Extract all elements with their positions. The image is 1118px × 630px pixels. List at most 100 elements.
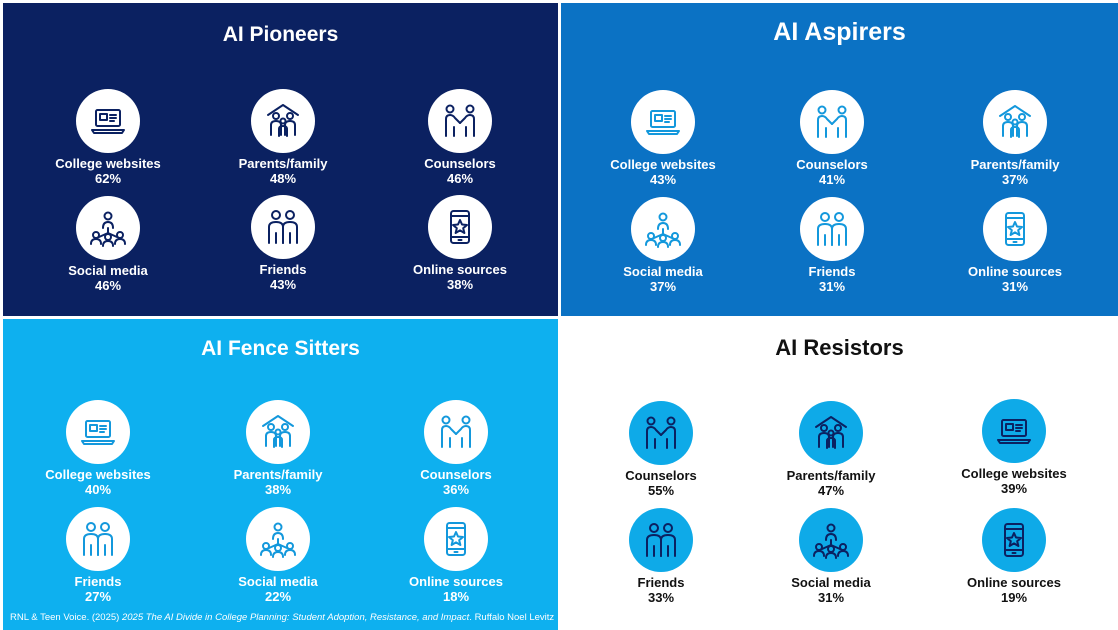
- source-percent: 31%: [818, 279, 846, 294]
- source-item: Parents/family 48%: [193, 89, 373, 186]
- source-percent: 47%: [817, 483, 845, 498]
- friends-icon: [641, 520, 681, 560]
- source-percent: 43%: [649, 172, 677, 187]
- quadrant-ai-fence-sitters: AI Fence Sitters College websites 40% Pa…: [3, 319, 558, 630]
- source-label: Online sources: [409, 574, 503, 589]
- phone-star-icon: [436, 519, 476, 559]
- source-percent: 43%: [269, 277, 297, 292]
- laptop-icon: [78, 412, 118, 452]
- source-item: Counselors 46%: [370, 89, 550, 186]
- friends-icon: [263, 207, 303, 247]
- source-percent: 41%: [818, 172, 846, 187]
- source-percent: 40%: [84, 482, 112, 497]
- source-percent: 36%: [442, 482, 470, 497]
- source-item: Counselors 41%: [742, 90, 922, 187]
- source-label: Online sources: [413, 262, 507, 277]
- source-label: Friends: [808, 264, 856, 279]
- source-item: Friends 43%: [193, 195, 373, 292]
- quadrant-title: AI Aspirers: [773, 18, 906, 46]
- citation-prefix: RNL & Teen Voice. (2025): [10, 612, 122, 623]
- source-percent: 22%: [264, 589, 292, 604]
- network-icon: [811, 520, 851, 560]
- source-percent: 62%: [94, 171, 122, 186]
- citation-suffix: . Ruffalo Noel Levitz.: [469, 612, 555, 623]
- source-percent: 27%: [84, 589, 112, 604]
- source-label: Counselors: [625, 468, 697, 483]
- source-percent: 38%: [446, 277, 474, 292]
- source-percent: 37%: [1001, 172, 1029, 187]
- source-label: Counselors: [796, 157, 868, 172]
- source-label: Parents/family: [970, 157, 1060, 172]
- phone-star-icon: [440, 207, 480, 247]
- source-label: College websites: [55, 156, 161, 171]
- source-label: Friends: [259, 262, 307, 277]
- source-item: Friends 31%: [742, 197, 922, 294]
- source-item: Online sources 31%: [925, 197, 1105, 294]
- source-citation: RNL & Teen Voice. (2025) 2025 The AI Div…: [10, 612, 555, 623]
- quadrant-ai-aspirers: AI Aspirers College websites 43% Counsel…: [561, 3, 1118, 316]
- source-item: Online sources 19%: [924, 508, 1104, 605]
- network-icon: [258, 519, 298, 559]
- source-item: Online sources 38%: [370, 195, 550, 292]
- laptop-icon: [994, 411, 1034, 451]
- source-percent: 38%: [264, 482, 292, 497]
- source-label: Friends: [74, 574, 122, 589]
- phone-star-icon: [995, 209, 1035, 249]
- quadrant-ai-pioneers: AI Pioneers College websites 62% Parents…: [3, 3, 558, 316]
- source-item: Counselors 36%: [366, 400, 546, 497]
- source-percent: 31%: [817, 590, 845, 605]
- source-label: Friends: [637, 575, 685, 590]
- phone-star-icon: [994, 520, 1034, 560]
- source-item: Social media 22%: [188, 507, 368, 604]
- source-label: Parents/family: [786, 468, 876, 483]
- source-label: Social media: [791, 575, 871, 590]
- handshake-icon: [641, 413, 681, 453]
- network-icon: [643, 209, 683, 249]
- source-percent: 39%: [1000, 481, 1028, 496]
- source-percent: 46%: [94, 278, 122, 293]
- source-percent: 33%: [647, 590, 675, 605]
- quadrant-title: AI Fence Sitters: [201, 337, 360, 360]
- handshake-icon: [436, 412, 476, 452]
- source-label: Counselors: [424, 156, 496, 171]
- laptop-icon: [88, 101, 128, 141]
- source-label: College websites: [961, 466, 1067, 481]
- quadrant-title: AI Pioneers: [222, 23, 339, 46]
- source-label: Parents/family: [233, 467, 323, 482]
- source-percent: 19%: [1000, 590, 1028, 605]
- source-label: Social media: [623, 264, 703, 279]
- source-item: College websites 62%: [18, 89, 198, 186]
- source-percent: 31%: [1001, 279, 1029, 294]
- quadrant-title: AI Resistors: [775, 335, 904, 360]
- network-icon: [88, 208, 128, 248]
- friends-icon: [812, 209, 852, 249]
- source-item: Counselors 55%: [571, 401, 751, 498]
- source-item: College websites 43%: [573, 90, 753, 187]
- source-item: Social media 31%: [741, 508, 921, 605]
- handshake-icon: [812, 102, 852, 142]
- source-item: Social media 37%: [573, 197, 753, 294]
- source-label: College websites: [610, 157, 716, 172]
- source-label: Parents/family: [238, 156, 328, 171]
- source-label: Social media: [238, 574, 318, 589]
- family-house-icon: [811, 413, 851, 453]
- family-house-icon: [263, 101, 303, 141]
- source-percent: 48%: [269, 171, 297, 186]
- source-item: Friends 27%: [8, 507, 188, 604]
- source-label: Counselors: [420, 467, 492, 482]
- source-percent: 18%: [442, 589, 470, 604]
- source-item: Parents/family 38%: [188, 400, 368, 497]
- citation-title: 2025 The AI Divide in College Planning: …: [121, 612, 470, 623]
- source-percent: 55%: [647, 483, 675, 498]
- source-percent: 46%: [446, 171, 474, 186]
- source-percent: 37%: [649, 279, 677, 294]
- source-label: College websites: [45, 467, 151, 482]
- friends-icon: [78, 519, 118, 559]
- source-item: College websites 40%: [8, 400, 188, 497]
- source-item: Online sources 18%: [366, 507, 546, 604]
- handshake-icon: [440, 101, 480, 141]
- source-item: College websites 39%: [924, 399, 1104, 496]
- family-house-icon: [995, 102, 1035, 142]
- source-item: Parents/family 37%: [925, 90, 1105, 187]
